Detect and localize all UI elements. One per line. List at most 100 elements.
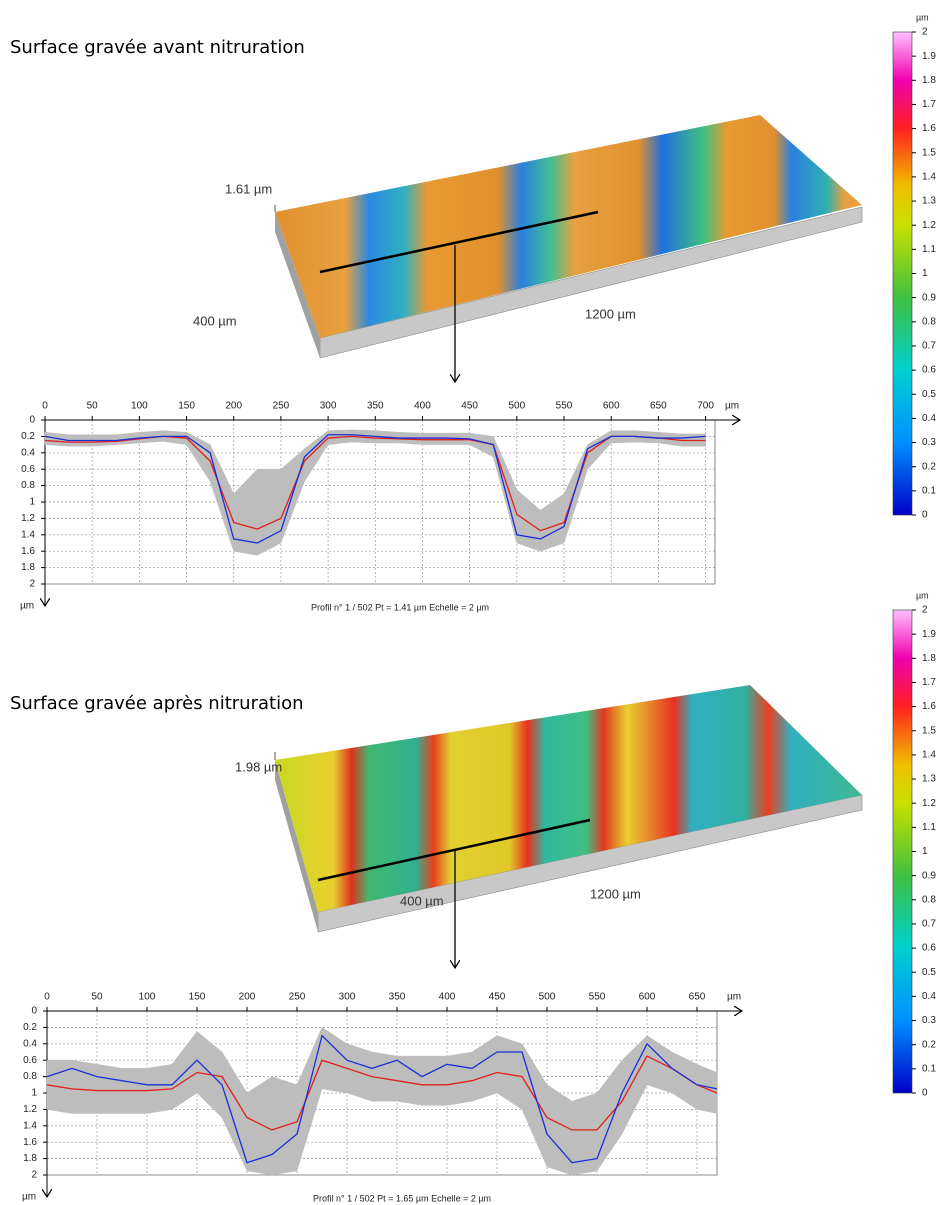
y-tick-label: 0.4 — [23, 1038, 37, 1049]
colorbar-tick-label: 1.2 — [922, 798, 936, 809]
x-tick-label: 50 — [87, 401, 99, 412]
colorbar-tick-label: 0.3 — [922, 437, 936, 448]
colorbar-tick-label: 1.8 — [922, 653, 936, 664]
profile-line — [46, 1034, 718, 1164]
caption: Profil n° 1 / 502 Pt = 1.65 µm Echelle =… — [313, 1193, 491, 1203]
surface-length: 1200 µm — [590, 886, 641, 901]
colorbar-tick-label: 1.3 — [922, 774, 936, 785]
y-tick-label: 1.8 — [23, 1153, 37, 1164]
y-tick-label: 0.8 — [21, 480, 35, 491]
caption: Profil n° 1 / 502 Pt = 1.41 µm Echelle =… — [311, 602, 489, 612]
surface-height: 1.61 µm — [225, 181, 272, 196]
y-tick-label: 1 — [29, 497, 35, 508]
x-tick-label: 400 — [439, 992, 456, 1003]
colorbar-tick-label: 1.4 — [922, 750, 936, 761]
colorbar-tick-label: 1.6 — [922, 123, 936, 134]
colorbar-tick-label: 0.1 — [922, 485, 936, 496]
x-tick-label: 0 — [44, 992, 50, 1003]
x-tick-label: 350 — [367, 401, 384, 412]
surface-3d — [274, 115, 863, 382]
x-tick-label: 150 — [178, 401, 195, 412]
x-tick-label: 550 — [589, 992, 606, 1003]
x-tick-label: 300 — [320, 401, 337, 412]
y-tick-label: 0.4 — [21, 447, 35, 458]
colorbar-tick-label: 0.8 — [922, 894, 936, 905]
colorbar-tick-label: 1.3 — [922, 196, 936, 207]
colorbar-tick-label: 1.4 — [922, 172, 936, 183]
y-tick-label: 0 — [31, 1006, 37, 1017]
profile-envelope — [46, 1027, 718, 1176]
y-tick-label: 1.6 — [23, 1137, 37, 1148]
x-tick-label: 0 — [42, 401, 48, 412]
colorbar — [892, 609, 913, 1094]
panel-title: Surface gravée après nitruration — [10, 693, 304, 714]
y-tick-label: 0.6 — [21, 464, 35, 475]
x-tick-label: 450 — [489, 992, 506, 1003]
x-tick-label: 400 — [414, 401, 431, 412]
x-tick-label: 200 — [225, 401, 242, 412]
x-tick-label: 600 — [603, 401, 620, 412]
colorbar-tick-label: 0.4 — [922, 991, 936, 1002]
y-tick-label: 1.4 — [21, 529, 35, 540]
colorbar-tick-label: 1.8 — [922, 75, 936, 86]
colorbar-tick-label: 1.6 — [922, 701, 936, 712]
colorbar-tick-label: 1.7 — [922, 677, 936, 688]
panel-title: Surface gravée avant nitruration — [10, 37, 305, 58]
colorbar-tick-label: 0.2 — [922, 1039, 936, 1050]
colorbar-tick-label: 1.5 — [922, 725, 936, 736]
x-tick-label: 650 — [650, 401, 667, 412]
y-tick-label: 2 — [31, 1170, 37, 1181]
colorbar-tick-label: 0.3 — [922, 1015, 936, 1026]
x-tick-label: 500 — [539, 992, 556, 1003]
profile-line — [46, 1055, 718, 1131]
x-tick-label: 700 — [697, 401, 714, 412]
y-unit: µm — [22, 1192, 36, 1203]
x-tick-label: 250 — [289, 992, 306, 1003]
colorbar-tick-label: 0.5 — [922, 389, 936, 400]
colorbar-tick-label: 1.7 — [922, 99, 936, 110]
colorbar-tick-label: 1.1 — [922, 244, 936, 255]
x-tick-label: 550 — [556, 401, 573, 412]
colorbar-unit: µm — [916, 590, 929, 600]
colorbar-tick-label: 0.8 — [922, 316, 936, 327]
y-tick-label: 0.8 — [23, 1071, 37, 1082]
x-tick-label: 350 — [389, 992, 406, 1003]
colorbar-tick-label: 2 — [922, 27, 928, 38]
colorbar-tick-label: 0 — [922, 510, 928, 521]
surface-length: 1200 µm — [585, 306, 636, 321]
colorbar-tick-label: 1.1 — [922, 822, 936, 833]
colorbar-tick-label: 2 — [922, 605, 928, 616]
x-tick-label: 150 — [189, 992, 206, 1003]
colorbar-tick-label: 1.2 — [922, 220, 936, 231]
colorbar-tick-label: 1.5 — [922, 147, 936, 158]
surface-height: 1.98 µm — [235, 759, 282, 774]
x-tick-label: 200 — [239, 992, 256, 1003]
x-tick-label: 100 — [139, 992, 156, 1003]
x-tick-label: 600 — [639, 992, 656, 1003]
colorbar-tick-label: 1.9 — [922, 629, 936, 640]
y-tick-label: 0.2 — [23, 1022, 37, 1033]
colorbar-unit: µm — [916, 12, 929, 22]
colorbar-tick-label: 0.9 — [922, 292, 936, 303]
x-tick-label: 100 — [131, 401, 148, 412]
y-tick-label: 1 — [31, 1088, 37, 1099]
surface-width: 400 µm — [400, 893, 444, 908]
colorbar-tick-label: 0.7 — [922, 919, 936, 930]
y-unit: µm — [20, 601, 34, 612]
y-tick-label: 1.2 — [21, 513, 35, 524]
x-tick-label: 50 — [91, 992, 103, 1003]
x-tick-label: 250 — [273, 401, 290, 412]
y-tick-label: 0 — [29, 415, 35, 426]
x-tick-label: 450 — [461, 401, 478, 412]
y-tick-label: 1.2 — [23, 1104, 37, 1115]
colorbar-tick-label: 1.9 — [922, 51, 936, 62]
surface-3d — [274, 685, 863, 968]
x-tick-label: 650 — [689, 992, 706, 1003]
x-unit: µm — [727, 992, 741, 1003]
colorbar-tick-label: 0 — [922, 1088, 928, 1099]
surface-width: 400 µm — [193, 313, 237, 328]
colorbar-tick-label: 0.1 — [922, 1063, 936, 1074]
colorbar-tick-label: 0.6 — [922, 943, 936, 954]
x-unit: µm — [725, 401, 739, 412]
